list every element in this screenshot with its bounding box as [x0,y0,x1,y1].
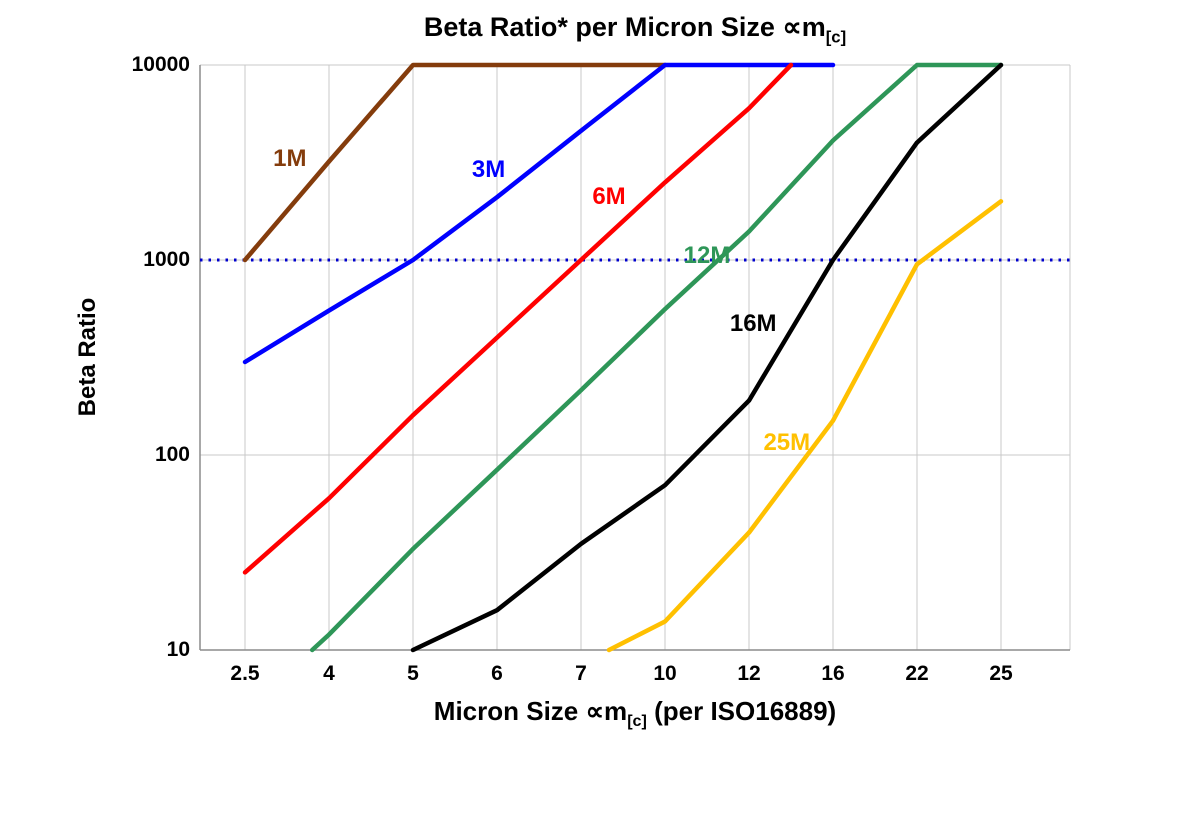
x-tick-label-2.5: 2.5 [230,662,260,685]
y-tick-label-1000: 1000 [143,248,190,271]
x-axis-title: Micron Size ∝m[c] (per ISO16889) [200,696,1070,731]
y-tick-label-10: 10 [166,638,190,661]
chart-title-symbol: ∝m [782,12,826,42]
x-axis-title-symbol: ∝m [585,696,628,726]
x-tick-label-4: 4 [323,662,335,685]
series-label-3M: 3M [471,155,506,183]
x-tick-label-10: 10 [653,662,677,685]
x-tick-label-12: 12 [737,662,761,685]
x-axis-title-subscript: [c] [627,712,647,731]
y-tick-label-100: 100 [154,443,190,466]
series-label-12M: 12M [683,241,731,269]
series-line-16M [410,62,1004,653]
series-line-6M [242,62,794,575]
series-line-1M [242,62,668,263]
y-axis-title: Beta Ratio [74,297,101,417]
series-label-6M: 6M [592,183,626,211]
chart-title: Beta Ratio* per Micron Size ∝m[c] [200,12,1070,47]
x-tick-label-25: 25 [989,662,1013,685]
x-tick-label-7: 7 [575,662,587,685]
x-tick-label-6: 6 [491,662,503,685]
x-tick-label-16: 16 [821,662,845,685]
chart-title-subscript: [c] [825,27,847,47]
series-line-12M [309,62,1004,653]
x-tick-label-5: 5 [407,662,419,685]
series-line-3M [242,62,836,365]
series-label-25M: 25M [763,429,811,457]
x-axis-title-suffix: (per ISO16889) [646,696,837,726]
series-label-16M: 16M [729,309,777,337]
series-line-25M [606,199,1004,653]
x-tick-label-22: 22 [905,662,929,685]
chart-title-text: Beta Ratio* per Micron Size [423,12,783,42]
x-axis-title-text: Micron Size [433,696,586,726]
y-tick-label-10000: 10000 [131,53,190,76]
series-label-1M: 1M [273,144,307,172]
